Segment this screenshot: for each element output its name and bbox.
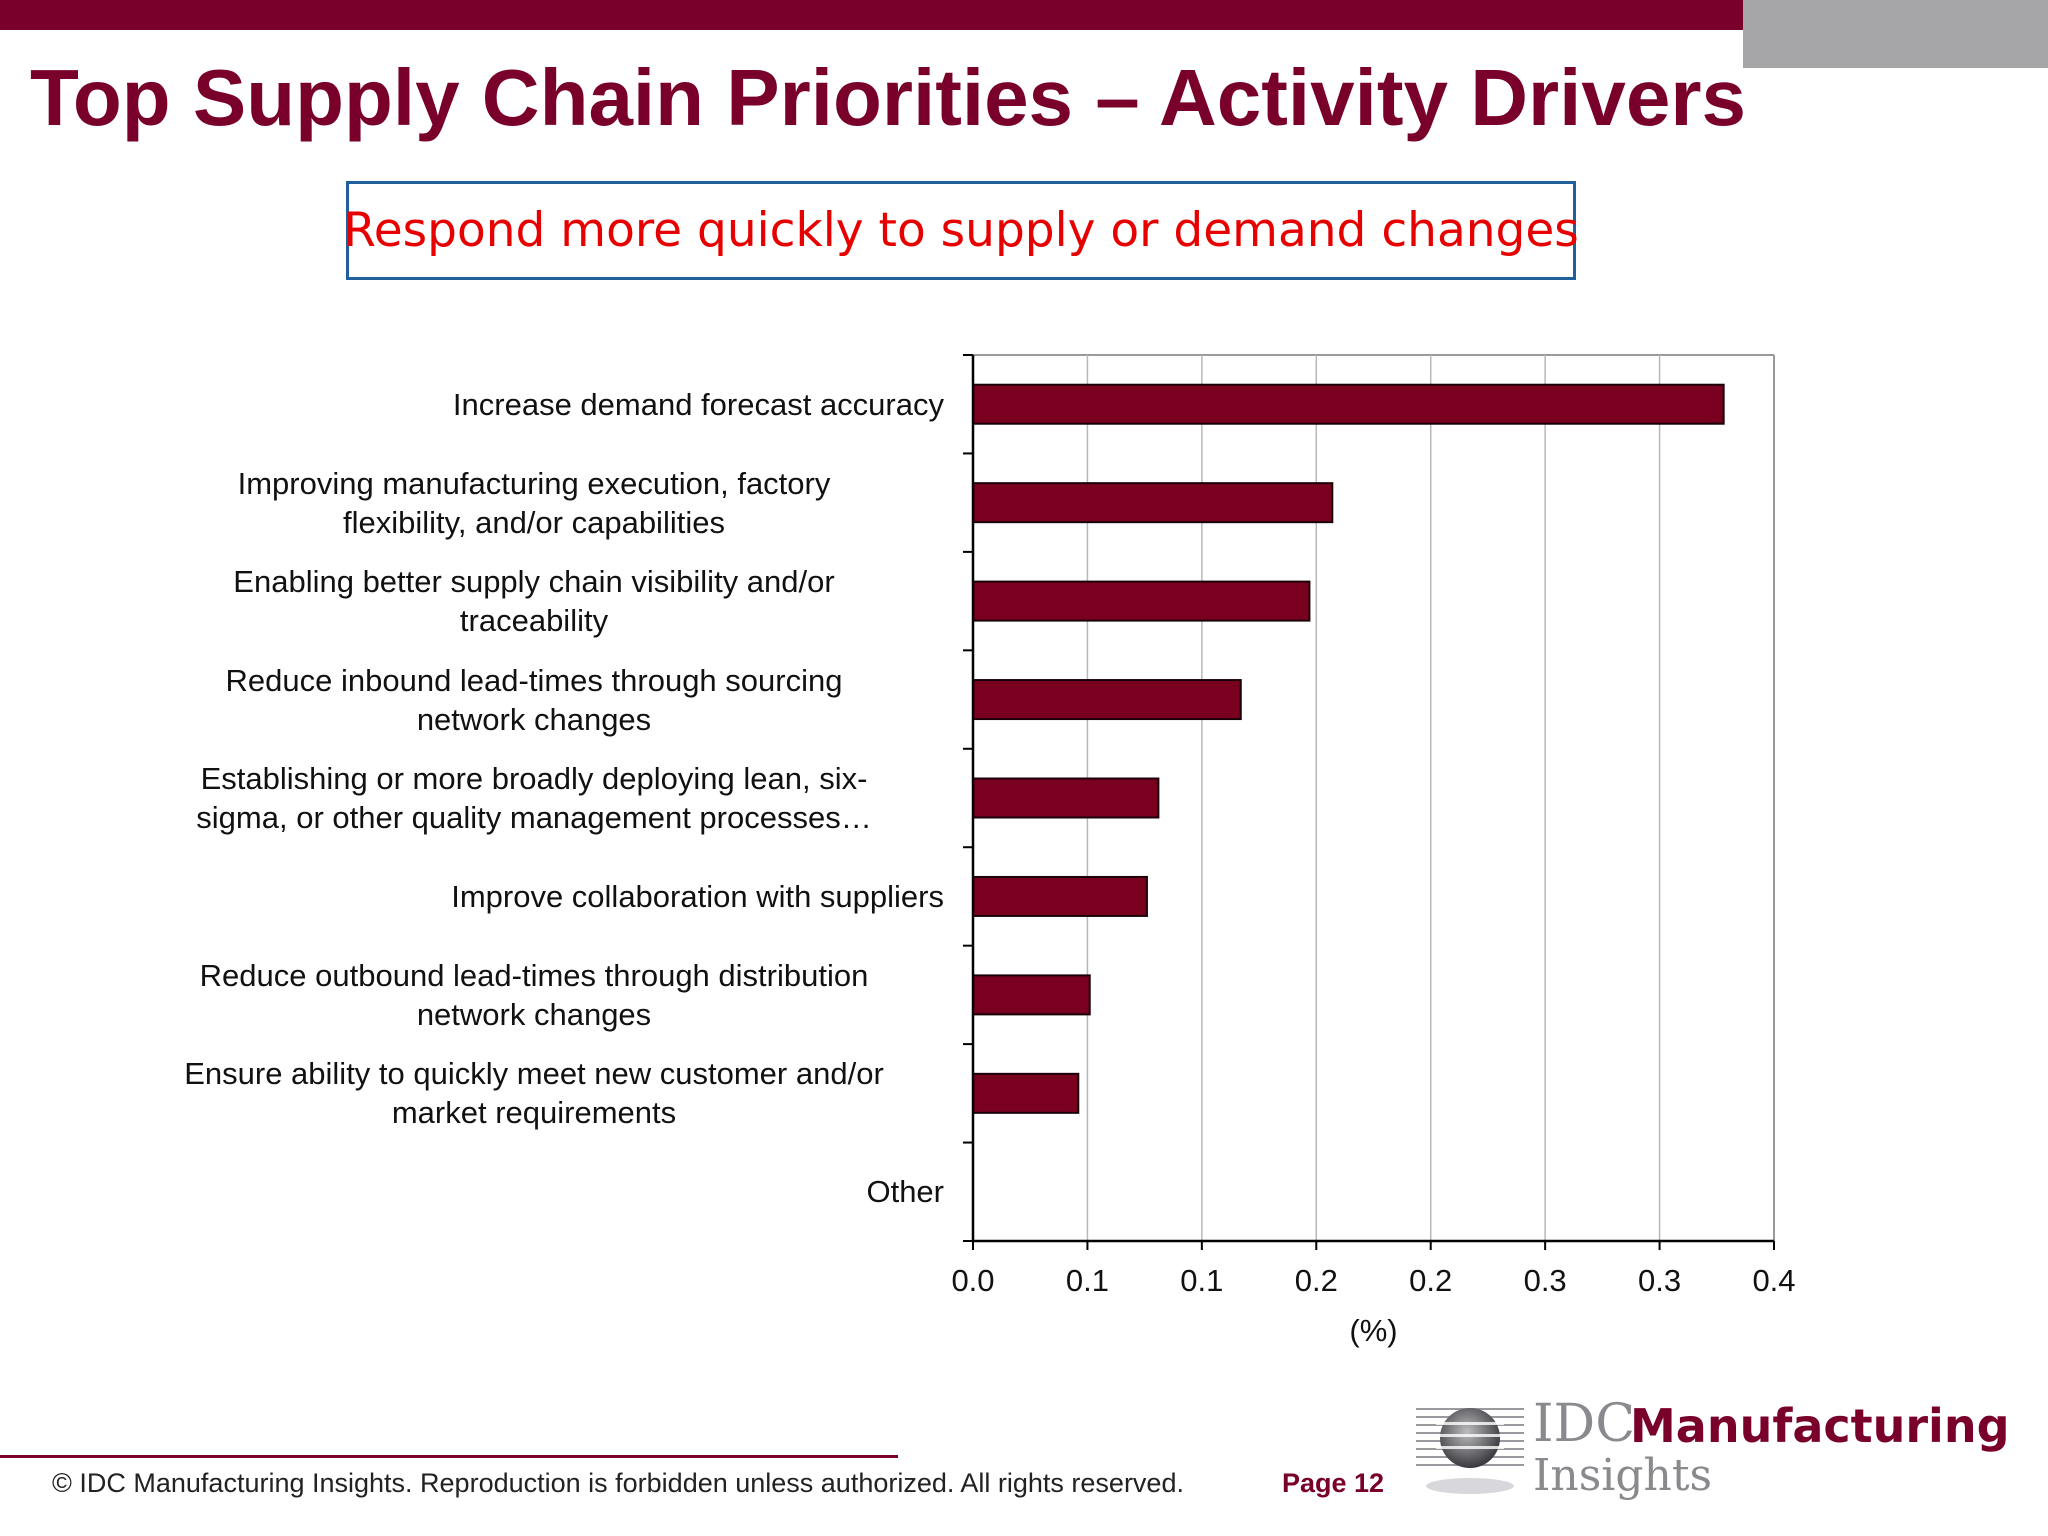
- bar: [972, 679, 1242, 721]
- category-label-line: sigma, or other quality management proce…: [196, 800, 872, 835]
- x-tick-label: 0.1: [1066, 1263, 1109, 1298]
- category-label-line: Ensure ability to quickly meet new custo…: [184, 1056, 884, 1092]
- slide-title: Top Supply Chain Priorities – Activity D…: [30, 53, 1746, 142]
- bar: [972, 777, 1160, 819]
- footer-divider: [0, 1455, 898, 1458]
- category-label: Increase demand forecast accuracy: [124, 385, 944, 424]
- category-label: Establishing or more broadly deploying l…: [124, 759, 944, 837]
- top-banner-bar: [0, 0, 1743, 30]
- x-tick-label: 0.4: [1752, 1263, 1795, 1298]
- bar: [972, 383, 1725, 425]
- category-label-line: Reduce outbound lead-times through distr…: [199, 957, 869, 993]
- bar: [972, 875, 1148, 917]
- subtitle-box: Respond more quickly to supply or demand…: [343, 181, 1579, 280]
- logo-insights-text: Insights: [1533, 1450, 1713, 1501]
- bar: [972, 1072, 1080, 1114]
- category-label: Ensure ability to quickly meet new custo…: [124, 1054, 944, 1132]
- bar-chart: 0.0 0.1 0.1 0.2 0.2 0.3 0.3 0.4 (%): [951, 354, 1796, 1348]
- x-tick-label: 0.2: [1409, 1263, 1452, 1298]
- category-label-line: flexibility, and/or capabilities: [343, 504, 725, 540]
- category-label-line: traceability: [459, 603, 609, 639]
- category-label: Enabling better supply chain visibility …: [124, 562, 944, 640]
- x-tick-label: 0.0: [951, 1263, 994, 1298]
- category-label-line: Other: [866, 1174, 944, 1210]
- copyright-text: © IDC Manufacturing Insights. Reproducti…: [52, 1468, 1184, 1498]
- idc-logo: IDC Manufacturing Insights: [1416, 1394, 2010, 1516]
- category-label-line: Improve collaboration with suppliers: [451, 878, 944, 914]
- category-label: Reduce inbound lead-times through sourci…: [124, 661, 944, 739]
- x-tick-label: 0.3: [1638, 1263, 1681, 1298]
- logo-manufacturing-text: Manufacturing: [1630, 1399, 2010, 1453]
- category-label-line: Increase demand forecast accuracy: [452, 386, 944, 422]
- page-number: Page 12: [1282, 1468, 1385, 1498]
- category-label-line: Reduce inbound lead-times through sourci…: [225, 662, 843, 698]
- category-label-line: network changes: [416, 701, 652, 737]
- category-label: Improving manufacturing execution, facto…: [124, 464, 944, 542]
- bar: [972, 482, 1334, 524]
- category-label-line: Improving manufacturing execution, facto…: [237, 465, 831, 501]
- category-label-line: market requirements: [391, 1095, 677, 1131]
- category-label-line: network changes: [416, 996, 652, 1032]
- logo-idc-text: IDC: [1533, 1394, 1636, 1454]
- category-label: Reduce outbound lead-times through distr…: [124, 956, 944, 1034]
- category-label: Improve collaboration with suppliers: [124, 877, 944, 916]
- top-corner-block: [1743, 0, 2048, 68]
- globe-logo-icon: [1416, 1408, 1524, 1494]
- x-tick-label: 0.2: [1295, 1263, 1338, 1298]
- bar: [972, 974, 1091, 1016]
- bar: [972, 580, 1311, 622]
- x-tick-label: 0.3: [1524, 1263, 1567, 1298]
- x-axis-title: (%): [1349, 1313, 1397, 1348]
- category-label-line: Enabling better supply chain visibility …: [233, 564, 835, 600]
- category-label: Other: [124, 1172, 944, 1211]
- subtitle-text: Respond more quickly to supply or demand…: [343, 203, 1579, 258]
- x-tick-label: 0.1: [1180, 1263, 1223, 1298]
- category-label-line: Establishing or more broadly deploying l…: [200, 761, 868, 796]
